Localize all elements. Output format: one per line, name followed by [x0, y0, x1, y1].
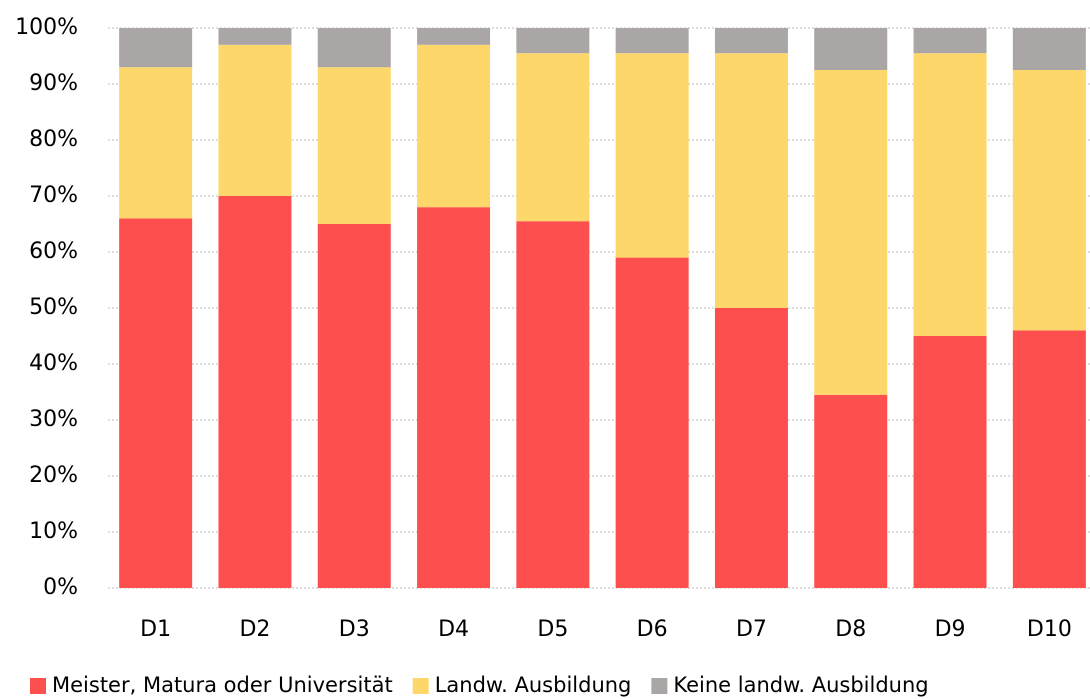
y-tick-label: 60% — [29, 239, 78, 264]
bar-segment — [615, 28, 689, 54]
bar-segment — [814, 394, 888, 588]
x-tick-label: D4 — [438, 617, 469, 642]
x-tick-label: D9 — [935, 617, 966, 642]
bar-segment — [417, 28, 491, 45]
y-tick-label: 50% — [29, 295, 78, 320]
x-tick-label: D6 — [637, 617, 668, 642]
bar-segment — [1012, 28, 1086, 70]
bar-segment — [417, 44, 491, 208]
x-tick-label: D8 — [835, 617, 866, 642]
legend-swatch — [30, 678, 46, 694]
bar-segment — [317, 28, 391, 68]
bar-segment — [814, 70, 888, 395]
legend-label: Keine landw. Ausbildung — [673, 673, 928, 697]
bar-segment — [714, 28, 788, 54]
x-tick-label: D1 — [140, 617, 171, 642]
bar-segment — [119, 218, 193, 588]
y-tick-label: 90% — [29, 71, 78, 96]
x-tick-label: D7 — [736, 617, 767, 642]
bar-segment — [119, 67, 193, 219]
y-tick-label: 100% — [15, 15, 78, 40]
y-tick-label: 80% — [29, 127, 78, 152]
legend-label: Landw. Ausbildung — [435, 673, 632, 697]
bar-segment — [218, 196, 292, 588]
bar-segment — [317, 67, 391, 224]
bar-segment — [913, 53, 987, 336]
bar-segment — [814, 28, 888, 70]
y-tick-label: 20% — [29, 463, 78, 488]
bar-segment — [516, 28, 590, 54]
bar-segment — [119, 28, 193, 68]
bar-segment — [714, 308, 788, 588]
bar-segment — [913, 336, 987, 588]
legend-swatch — [412, 678, 429, 694]
x-tick-label: D3 — [339, 617, 370, 642]
bar-segment — [913, 28, 987, 54]
x-tick-label: D5 — [537, 617, 568, 642]
bar-segment — [1012, 330, 1086, 588]
y-tick-label: 10% — [29, 519, 78, 544]
bar-segment — [516, 53, 590, 222]
legend-label: Meister, Matura oder Universität — [52, 673, 393, 697]
y-tick-label: 0% — [43, 575, 78, 600]
bar-segment — [615, 53, 689, 258]
bar-segment — [317, 224, 391, 588]
legend-swatch — [651, 678, 668, 694]
bar-segment — [218, 28, 292, 45]
y-tick-label: 40% — [29, 351, 78, 376]
bar-segment — [516, 221, 590, 588]
bar-segment — [218, 44, 292, 196]
bar-segment — [615, 257, 689, 588]
bar-segment — [1012, 70, 1086, 331]
y-tick-label: 30% — [29, 407, 78, 432]
bar-segment — [417, 207, 491, 588]
x-tick-label: D10 — [1027, 617, 1072, 642]
bar-segment — [714, 53, 788, 309]
x-tick-label: D2 — [239, 617, 270, 642]
y-tick-label: 70% — [29, 183, 78, 208]
